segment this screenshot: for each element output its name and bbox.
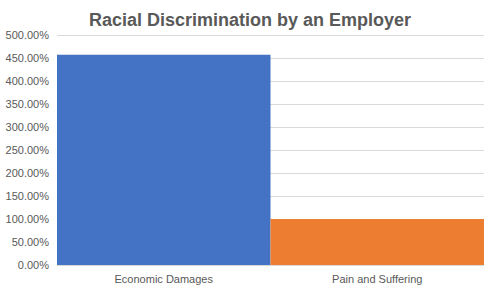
svg-text:500.00%: 500.00% xyxy=(6,29,50,41)
svg-text:200.00%: 200.00% xyxy=(6,167,50,179)
svg-text:Racial Discrimination by an Em: Racial Discrimination by an Employer xyxy=(89,10,411,30)
svg-text:450.00%: 450.00% xyxy=(6,52,50,64)
svg-text:50.00%: 50.00% xyxy=(12,236,50,248)
svg-text:Pain and Suffering: Pain and Suffering xyxy=(332,273,422,285)
svg-text:100.00%: 100.00% xyxy=(6,213,50,225)
svg-text:0.00%: 0.00% xyxy=(18,259,49,271)
svg-text:350.00%: 350.00% xyxy=(6,98,50,110)
svg-text:150.00%: 150.00% xyxy=(6,190,50,202)
svg-text:300.00%: 300.00% xyxy=(6,121,50,133)
svg-text:250.00%: 250.00% xyxy=(6,144,50,156)
svg-text:400.00%: 400.00% xyxy=(6,75,50,87)
svg-text:Economic Damages: Economic Damages xyxy=(115,273,214,285)
